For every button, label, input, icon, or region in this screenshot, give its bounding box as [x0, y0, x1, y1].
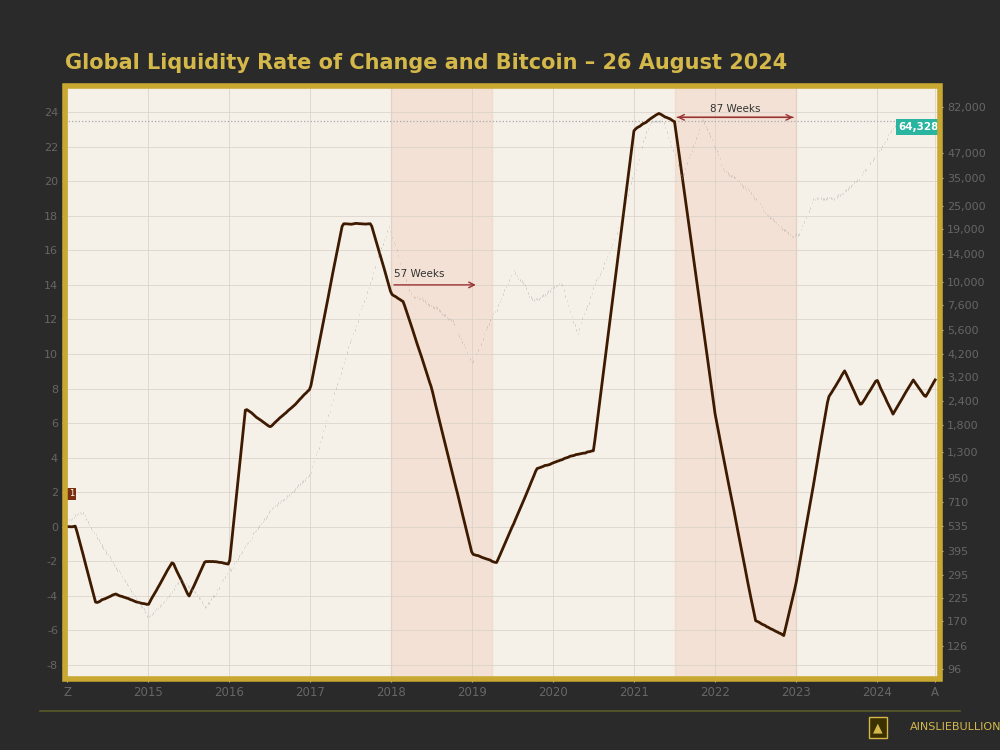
- Bar: [391, 86, 492, 679]
- Text: 64,328: 64,328: [899, 122, 939, 132]
- Text: 87 Weeks: 87 Weeks: [710, 104, 760, 114]
- Bar: [675, 86, 796, 679]
- Text: 57 Weeks: 57 Weeks: [394, 268, 444, 279]
- Text: ▲: ▲: [873, 721, 883, 734]
- Text: Global Liquidity Rate of Change and Bitcoin – 26 August 2024: Global Liquidity Rate of Change and Bitc…: [65, 53, 787, 73]
- Text: AINSLIEBULLION.COM.AU: AINSLIEBULLION.COM.AU: [910, 722, 1000, 733]
- Text: 1: 1: [69, 490, 74, 499]
